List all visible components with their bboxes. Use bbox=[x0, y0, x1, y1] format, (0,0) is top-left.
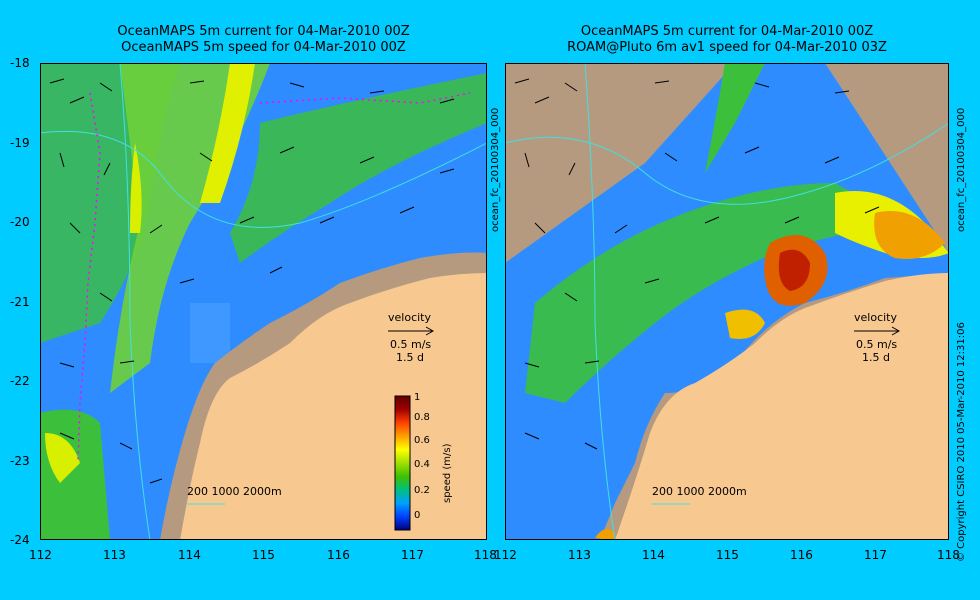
left-current-band bbox=[40, 409, 110, 540]
lon-label: 114 bbox=[178, 548, 201, 562]
left-velocity-arrows bbox=[49, 78, 455, 484]
colorbar bbox=[394, 395, 411, 531]
lon-label: 112 bbox=[29, 548, 52, 562]
lon-label: 118 bbox=[474, 548, 497, 562]
right-scale-duration: 1.5 d bbox=[862, 351, 890, 364]
left-contour-line bbox=[119, 63, 151, 540]
left-map-panel: 1 0.8 0.6 0.4 0.2 0 speed (m/s) velocity… bbox=[40, 63, 487, 540]
left-contour-line bbox=[40, 130, 487, 228]
colorbar-tick: 1 bbox=[414, 392, 420, 403]
lon-label: 117 bbox=[864, 548, 887, 562]
lon-label: 118 bbox=[937, 548, 960, 562]
lon-label: 112 bbox=[494, 548, 517, 562]
right-map-panel: velocity 0.5 m/s 1.5 d 200 1000 2000m bbox=[505, 63, 949, 540]
lat-label: -19 bbox=[10, 136, 30, 150]
colorbar-tick: 0.4 bbox=[414, 459, 430, 470]
right-contour-line bbox=[584, 63, 616, 540]
colorbar-tick: 0.6 bbox=[414, 435, 430, 446]
lon-label: 115 bbox=[252, 548, 275, 562]
lon-label: 116 bbox=[790, 548, 813, 562]
left-current-band bbox=[230, 73, 487, 263]
lon-label: 117 bbox=[401, 548, 424, 562]
right-current-band bbox=[525, 183, 905, 403]
right-scale-arrowhead bbox=[891, 326, 901, 336]
right-title-line1: OceanMAPS 5m current for 04-Mar-2010 00Z bbox=[580, 24, 874, 39]
right-hotspot bbox=[595, 529, 615, 540]
lat-label: -23 bbox=[10, 454, 30, 468]
right-hotspot bbox=[874, 211, 945, 259]
lat-label: -22 bbox=[10, 374, 30, 388]
lat-label: -24 bbox=[10, 533, 30, 547]
colorbar-tick: 0.2 bbox=[414, 485, 430, 496]
right-hotspot bbox=[725, 309, 765, 339]
lon-label: 113 bbox=[103, 548, 126, 562]
lon-label: 114 bbox=[642, 548, 665, 562]
lon-label: 113 bbox=[568, 548, 591, 562]
right-contour-legend: 200 1000 2000m bbox=[652, 485, 747, 498]
right-current-band bbox=[705, 63, 765, 173]
forecast-id-left: ocean_fc_20100304_000 bbox=[490, 107, 501, 232]
lat-label: -21 bbox=[10, 295, 30, 309]
left-scale-duration: 1.5 d bbox=[396, 351, 424, 364]
left-scale-speed: 0.5 m/s bbox=[390, 338, 431, 351]
left-contour-legend: 200 1000 2000m bbox=[187, 485, 282, 498]
colorbar-tick: 0.8 bbox=[414, 412, 430, 423]
left-noise-patch bbox=[190, 303, 230, 363]
left-title-line1: OceanMAPS 5m current for 04-Mar-2010 00Z bbox=[117, 24, 410, 39]
copyright-label: © Copyright CSIRO 2010 05-Mar-2010 12:31… bbox=[956, 322, 967, 562]
right-hotspot bbox=[778, 249, 810, 291]
colorbar-label: speed (m/s) bbox=[442, 443, 453, 503]
left-current-band bbox=[45, 433, 80, 483]
right-land bbox=[615, 273, 949, 540]
left-current-band bbox=[130, 143, 142, 233]
right-scale-speed: 0.5 m/s bbox=[856, 338, 897, 351]
left-title: OceanMAPS 5m current for 04-Mar-2010 00Z… bbox=[40, 24, 487, 56]
right-title-line2: ROAM@Pluto 6m av1 speed for 04-Mar-2010 … bbox=[567, 40, 887, 55]
right-title: OceanMAPS 5m current for 04-Mar-2010 00Z… bbox=[505, 24, 949, 56]
lat-label: -18 bbox=[10, 56, 30, 70]
colorbar-tick: 0 bbox=[414, 510, 420, 521]
left-glider-track bbox=[259, 92, 471, 104]
forecast-id-right: ocean_fc_20100304_000 bbox=[956, 107, 967, 232]
left-current-band bbox=[200, 63, 255, 203]
left-title-line2: OceanMAPS 5m speed for 04-Mar-2010 00Z bbox=[121, 40, 406, 55]
right-velocity-arrows bbox=[514, 78, 880, 450]
right-velocity-label: velocity bbox=[854, 311, 897, 324]
left-velocity-label: velocity bbox=[388, 311, 431, 324]
lat-label: -20 bbox=[10, 215, 30, 229]
left-scale-arrowhead bbox=[425, 326, 435, 336]
lon-label: 116 bbox=[327, 548, 350, 562]
right-contour-line bbox=[505, 122, 949, 205]
lon-label: 115 bbox=[716, 548, 739, 562]
left-glider-track bbox=[77, 92, 101, 464]
